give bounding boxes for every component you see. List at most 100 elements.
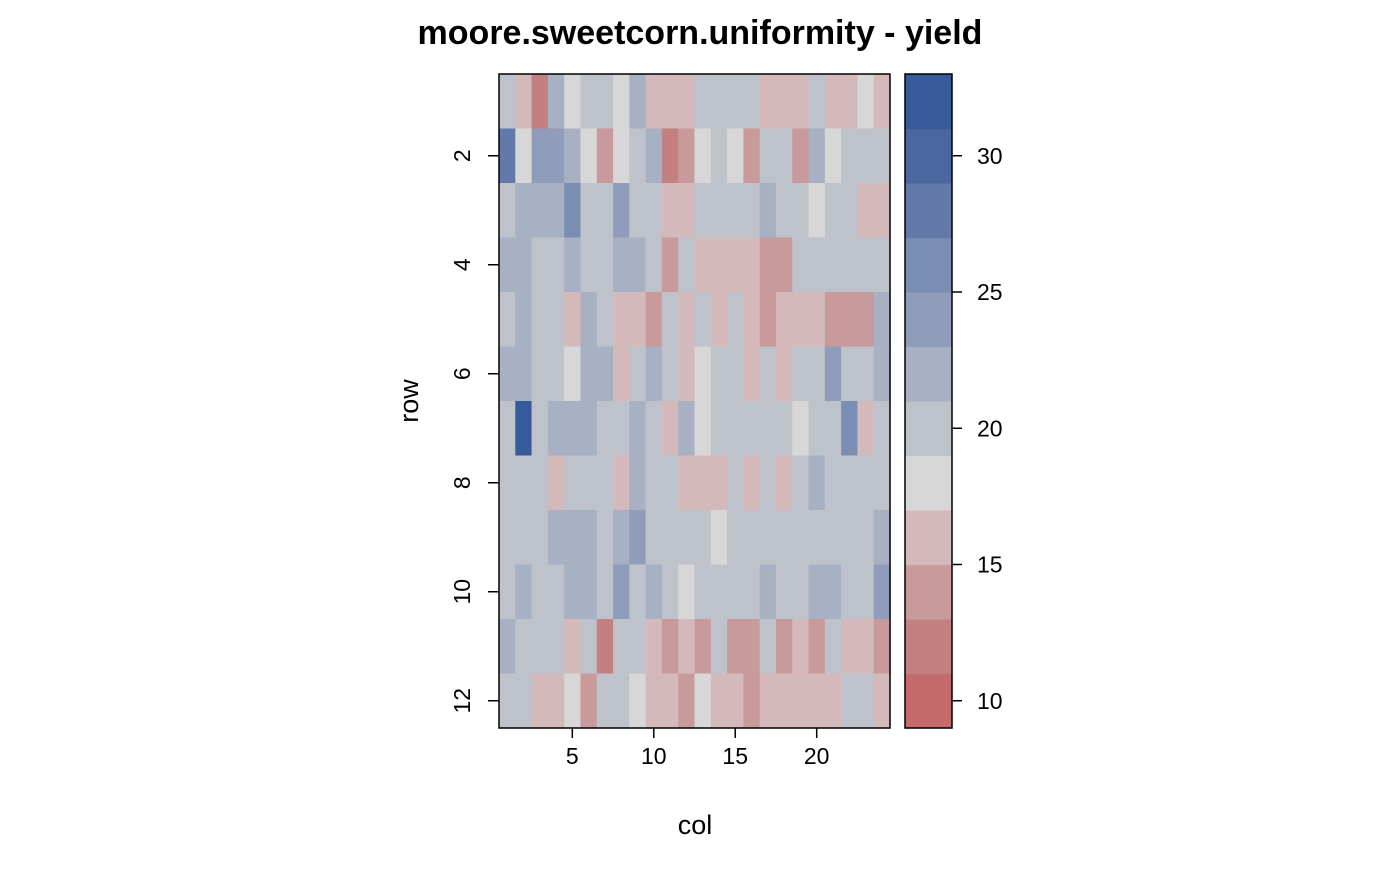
heatmap-cell bbox=[743, 292, 761, 348]
y-tick-label: 6 bbox=[449, 367, 475, 380]
heatmap-cell bbox=[727, 455, 744, 511]
heatmap-cell bbox=[645, 510, 663, 566]
heatmap-cell bbox=[792, 673, 810, 729]
heatmap-cell bbox=[759, 128, 777, 184]
heatmap-cell bbox=[759, 455, 777, 511]
heatmap-cell bbox=[743, 401, 761, 457]
heatmap-cell bbox=[694, 292, 712, 348]
heatmap-cell bbox=[743, 128, 761, 184]
heatmap-cell bbox=[857, 237, 875, 293]
heatmap-cell bbox=[792, 346, 810, 402]
heatmap-cell bbox=[499, 74, 516, 130]
heatmap-cell bbox=[499, 619, 516, 675]
heatmap-cell bbox=[580, 74, 598, 130]
heatmap-cell bbox=[531, 510, 549, 566]
heatmap-cell bbox=[678, 401, 696, 457]
heatmap-cell bbox=[613, 74, 630, 130]
heatmap-cell bbox=[857, 128, 875, 184]
heatmap-cell bbox=[792, 128, 810, 184]
heatmap-cell bbox=[564, 346, 582, 402]
y-axis-title: row bbox=[394, 379, 424, 423]
heatmap-cell bbox=[759, 564, 777, 620]
heatmap-cell bbox=[613, 619, 630, 675]
color-legend-tick-label: 10 bbox=[977, 688, 1003, 714]
heatmap-cell bbox=[808, 619, 826, 675]
heatmap-cell bbox=[515, 183, 533, 239]
heatmap-cell bbox=[759, 401, 777, 457]
heatmap-cell bbox=[564, 510, 582, 566]
heatmap-cell bbox=[499, 183, 516, 239]
heatmap-cell bbox=[515, 128, 533, 184]
color-legend bbox=[905, 74, 952, 729]
x-tick-label: 15 bbox=[722, 743, 748, 769]
heatmap-cell bbox=[727, 673, 744, 729]
heatmap-cell bbox=[694, 510, 712, 566]
heatmap-cell bbox=[792, 183, 810, 239]
heatmap-cell bbox=[808, 292, 826, 348]
heatmap-cell bbox=[873, 74, 891, 130]
heatmap-cell bbox=[808, 455, 826, 511]
heatmap-cell bbox=[580, 128, 598, 184]
color-legend-tick-label: 30 bbox=[977, 143, 1003, 169]
color-legend-bin bbox=[905, 237, 952, 293]
heatmap-cell bbox=[841, 564, 859, 620]
heatmap-cell bbox=[580, 346, 598, 402]
heatmap-cells bbox=[499, 74, 891, 729]
heatmap-cell bbox=[710, 455, 728, 511]
heatmap-cell bbox=[710, 128, 728, 184]
heatmap-cell bbox=[661, 673, 679, 729]
heatmap-cell bbox=[629, 455, 647, 511]
heatmap-cell bbox=[857, 455, 875, 511]
heatmap-cell bbox=[841, 346, 859, 402]
heatmap-cell bbox=[531, 619, 549, 675]
heatmap-cell bbox=[873, 619, 891, 675]
heatmap-cell bbox=[645, 455, 663, 511]
heatmap-cell bbox=[580, 619, 598, 675]
heatmap-cell bbox=[531, 74, 549, 130]
heatmap-cell bbox=[743, 74, 761, 130]
heatmap-cell bbox=[547, 292, 565, 348]
heatmap-cell bbox=[710, 401, 728, 457]
heatmap-cell bbox=[613, 510, 630, 566]
heatmap-cell bbox=[775, 237, 793, 293]
y-tick-label: 12 bbox=[449, 688, 475, 714]
heatmap-cell bbox=[759, 237, 777, 293]
heatmap-cell bbox=[824, 183, 842, 239]
heatmap-cell bbox=[678, 564, 696, 620]
heatmap-cell bbox=[792, 455, 810, 511]
heatmap-cell bbox=[564, 564, 582, 620]
heatmap-cell bbox=[580, 401, 598, 457]
heatmap-cell bbox=[515, 673, 533, 729]
heatmap-cell bbox=[873, 564, 891, 620]
heatmap-cell bbox=[710, 619, 728, 675]
heatmap-cell bbox=[694, 673, 712, 729]
heatmap-cell bbox=[661, 74, 679, 130]
heatmap-cell bbox=[629, 510, 647, 566]
heatmap-cell bbox=[743, 455, 761, 511]
heatmap-cell bbox=[743, 673, 761, 729]
heatmap-cell bbox=[727, 510, 744, 566]
heatmap-cell bbox=[694, 128, 712, 184]
heatmap-cell bbox=[824, 74, 842, 130]
heatmap-cell bbox=[792, 74, 810, 130]
heatmap-cell bbox=[580, 455, 598, 511]
heatmap-cell bbox=[792, 401, 810, 457]
heatmap-cell bbox=[596, 74, 614, 130]
color-legend-bin bbox=[905, 292, 952, 348]
heatmap-cell bbox=[694, 401, 712, 457]
color-legend-frame bbox=[904, 73, 953, 729]
y-tick-label: 2 bbox=[449, 149, 475, 162]
heatmap-cell bbox=[873, 128, 891, 184]
heatmap-cell bbox=[792, 510, 810, 566]
heatmap-cell bbox=[857, 564, 875, 620]
heatmap-cell bbox=[678, 673, 696, 729]
heatmap-cell bbox=[727, 237, 744, 293]
heatmap-cell bbox=[499, 292, 516, 348]
heatmap-cell bbox=[531, 292, 549, 348]
heatmap-cell bbox=[547, 183, 565, 239]
heatmap-cell bbox=[613, 237, 630, 293]
y-tick-label: 8 bbox=[449, 476, 475, 489]
heatmap-cell bbox=[515, 619, 533, 675]
heatmap-cell bbox=[613, 292, 630, 348]
color-legend-bin bbox=[905, 401, 952, 457]
